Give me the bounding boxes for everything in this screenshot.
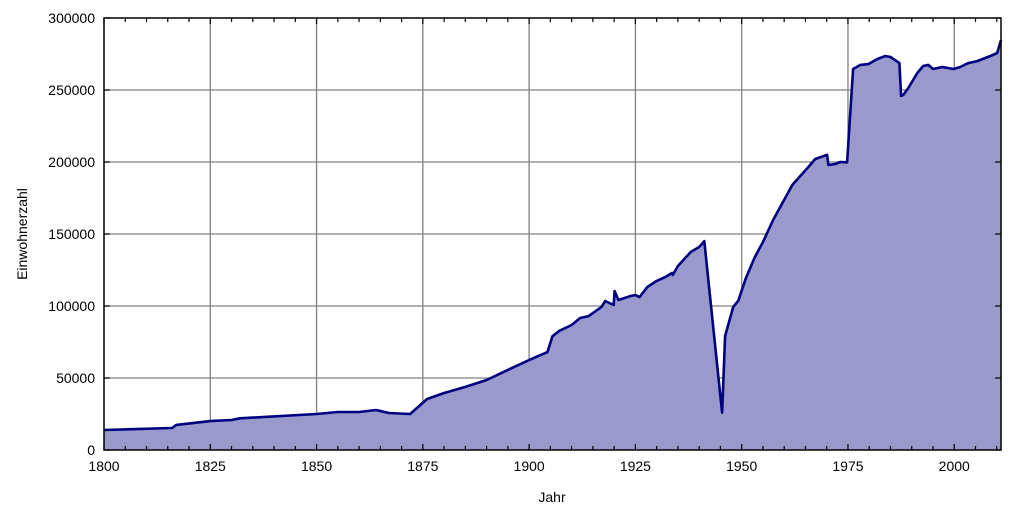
y-tick-label: 0 — [87, 442, 95, 458]
x-tick-label: 1950 — [726, 458, 757, 474]
x-tick-label: 1800 — [88, 458, 119, 474]
x-tick-label: 1825 — [195, 458, 226, 474]
x-tick-label: 1975 — [832, 458, 863, 474]
x-tick-label: 1875 — [407, 458, 438, 474]
y-tick-label: 250000 — [48, 82, 95, 98]
y-tick-label: 150000 — [48, 226, 95, 242]
x-tick-label: 1925 — [620, 458, 651, 474]
y-tick-label: 300000 — [48, 10, 95, 26]
x-tick-label: 2000 — [939, 458, 970, 474]
data-area — [104, 40, 1001, 450]
y-axis-label: Einwohnerzahl — [14, 188, 30, 280]
x-tick-label: 1850 — [301, 458, 332, 474]
area-fill — [104, 40, 1001, 450]
y-tick-label: 200000 — [48, 154, 95, 170]
x-tick-label: 1900 — [514, 458, 545, 474]
y-tick-label: 100000 — [48, 298, 95, 314]
y-tick-label: 50000 — [56, 370, 95, 386]
x-axis-label: Jahr — [538, 489, 566, 505]
